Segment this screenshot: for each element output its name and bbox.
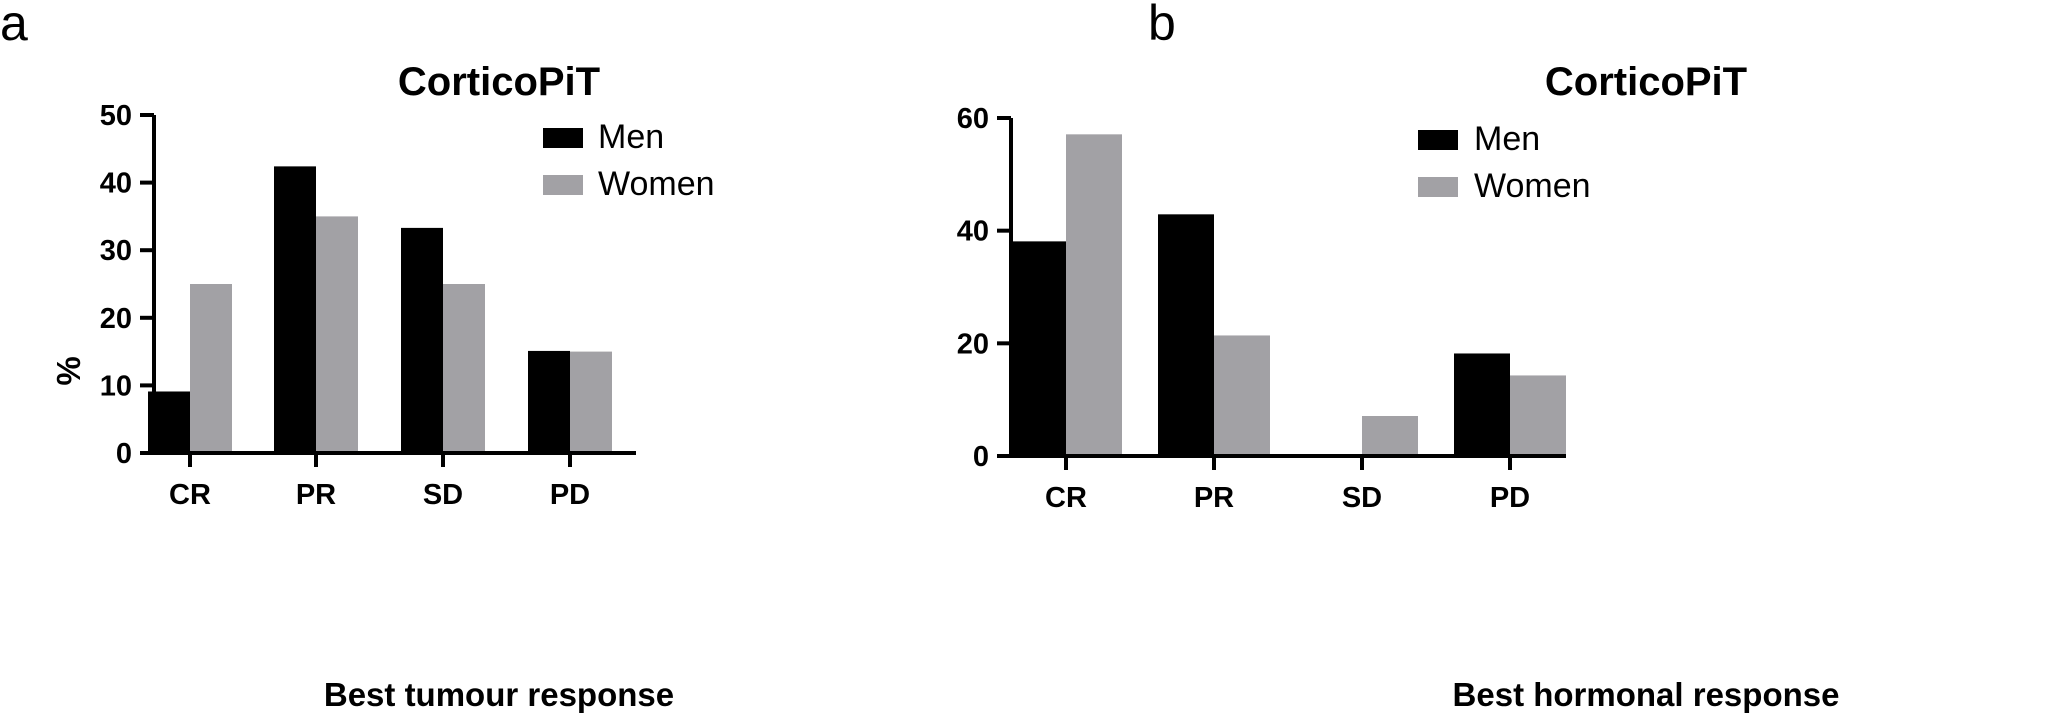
panel-b-y-tick-label: 20 bbox=[957, 328, 989, 360]
panel-b-category-label-sd: SD bbox=[1342, 482, 1382, 514]
panel-b-y-ticks: 0 20 40 60 bbox=[957, 103, 1011, 473]
panel-b-bars bbox=[1010, 134, 1566, 456]
panel-b-bar-men-pr bbox=[1158, 214, 1214, 456]
panel-b-legend: Men Women bbox=[1418, 120, 1591, 205]
panel-a-legend-swatch-women bbox=[543, 175, 583, 195]
panel-a-bar-women-cr bbox=[190, 284, 232, 453]
panel-a-y-tick-label: 10 bbox=[100, 370, 132, 402]
panel-a-bar-men-pd bbox=[528, 350, 570, 453]
panel-b-legend-label-men: Men bbox=[1474, 120, 1540, 158]
panel-b-letter: b bbox=[1148, 0, 1176, 51]
panel-a-y-ticks: 0 10 20 30 40 50 bbox=[100, 100, 154, 470]
panel-a-axes bbox=[152, 115, 636, 455]
panel-a-bar-men-sd bbox=[401, 227, 443, 453]
panel-b-bar-women-pd bbox=[1510, 375, 1566, 456]
panel-b-bar-women-sd bbox=[1362, 416, 1418, 456]
panel-a-category-label-sd: SD bbox=[423, 479, 463, 511]
panel-a-bars bbox=[148, 166, 612, 453]
panel-a-legend-label-women: Women bbox=[598, 165, 715, 203]
panel-a-x-axis-label: Best tumour response bbox=[324, 676, 674, 713]
panel-b: b CorticoPiT % Best hormonal response 02… bbox=[957, 0, 1840, 713]
panel-b-y-tick-label: 60 bbox=[957, 103, 989, 135]
panel-a-letter: a bbox=[0, 0, 28, 51]
panel-a-legend-swatch-men bbox=[543, 128, 583, 148]
panel-b-x-ticks: CR PR SD PD bbox=[1045, 456, 1530, 514]
panel-a: a CorticoPiT % Best tumour response 0 10 2… bbox=[0, 0, 715, 713]
panel-a-title: CorticoPiT bbox=[398, 60, 600, 104]
panel-a-category-label-cr: CR bbox=[169, 479, 211, 511]
panel-b-legend-swatch-men bbox=[1418, 130, 1458, 150]
panel-a-y-tick-label: 40 bbox=[100, 168, 132, 200]
panel-a-y-tick-label: 20 bbox=[100, 303, 132, 335]
panel-b-category-label-pd: PD bbox=[1490, 482, 1530, 514]
panel-a-y-axis-label: % bbox=[50, 356, 87, 385]
panel-a-legend-label-men: Men bbox=[598, 118, 664, 156]
panel-a-x-ticks: CR PR SD PD bbox=[169, 453, 590, 511]
panel-b-axes bbox=[1009, 118, 1566, 458]
panel-b-legend-swatch-women bbox=[1418, 177, 1458, 197]
panel-a-y-tick-label: 0 bbox=[116, 438, 132, 470]
panel-b-y-tick-label: 0 bbox=[973, 441, 989, 473]
panel-a-legend: Men Women bbox=[543, 118, 715, 203]
panel-b-category-label-pr: PR bbox=[1194, 482, 1234, 514]
panel-a-category-label-pr: PR bbox=[296, 479, 336, 511]
panel-b-bar-men-cr bbox=[1010, 241, 1066, 456]
panel-a-category-label-pd: PD bbox=[550, 479, 590, 511]
panel-b-legend-label-women: Women bbox=[1474, 167, 1591, 205]
panel-a-y-tick-label: 30 bbox=[100, 235, 132, 267]
panel-b-bar-women-cr bbox=[1066, 134, 1122, 456]
panel-a-bar-women-pd bbox=[570, 351, 612, 453]
panel-a-bar-women-pr bbox=[316, 216, 358, 453]
panel-b-category-label-cr: CR bbox=[1045, 482, 1087, 514]
panel-b-bar-women-pr bbox=[1214, 335, 1270, 456]
panel-a-y-tick-label: 50 bbox=[100, 100, 132, 132]
panel-b-y-tick-label: 40 bbox=[957, 216, 989, 248]
panel-b-x-axis-label: Best hormonal response bbox=[1453, 676, 1840, 713]
panel-b-title: CorticoPiT bbox=[1545, 60, 1747, 104]
panel-a-bar-men-pr bbox=[274, 166, 316, 453]
panel-b-bar-men-pd bbox=[1454, 353, 1510, 456]
panel-a-bar-women-sd bbox=[443, 284, 485, 453]
